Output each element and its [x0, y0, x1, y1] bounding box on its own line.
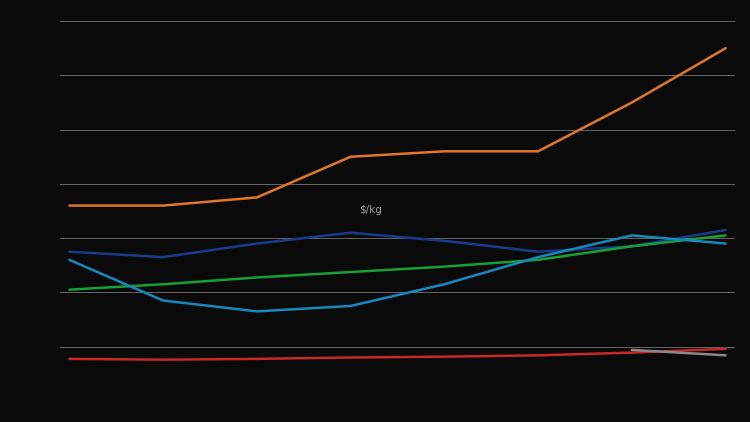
Text: $/kg: $/kg: [359, 205, 382, 215]
